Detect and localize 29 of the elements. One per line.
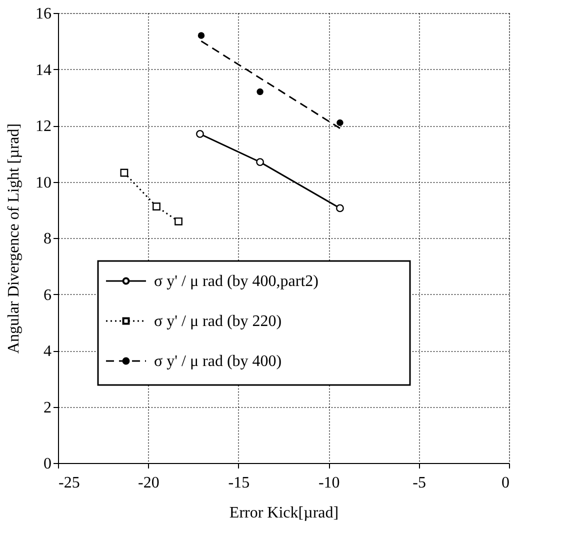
point — [336, 119, 344, 126]
point — [336, 204, 344, 212]
point — [256, 88, 264, 96]
x-tick-label: -15 — [228, 474, 250, 492]
y-tick-label: 2 — [44, 399, 52, 416]
y-axis-title: Angular Divergence of Light [µrad] — [6, 123, 22, 354]
x-tick-label: -25 — [58, 474, 80, 492]
point — [174, 217, 182, 226]
point — [256, 158, 264, 166]
y-tick-label: 0 — [44, 456, 52, 472]
point — [198, 32, 205, 39]
y-tick-label: 16 — [36, 6, 52, 22]
x-axis-title: Error Kick[µrad] — [229, 504, 339, 522]
x-tick-label: -20 — [138, 474, 160, 492]
legend-label: σ y' / μ rad (by 220) — [154, 313, 282, 330]
legend-label: σ y' / μ rad (by 400,part2) — [154, 273, 318, 290]
y-tick-label: 6 — [44, 286, 52, 304]
x-tick-label: -5 — [412, 474, 426, 492]
legend-label: σ y' / μ rad (by 400) — [154, 353, 282, 370]
y-tick-label: 4 — [44, 343, 52, 360]
y-tick-label: 10 — [36, 174, 52, 192]
x-tick-label: 0 — [502, 474, 510, 492]
x-tick-label: -10 — [318, 474, 340, 492]
point — [196, 130, 204, 138]
y-tick-label: 14 — [36, 62, 52, 79]
y-tick-label: 12 — [36, 118, 52, 135]
point — [120, 168, 128, 177]
y-tick-label: 8 — [44, 230, 52, 248]
point — [152, 202, 160, 210]
